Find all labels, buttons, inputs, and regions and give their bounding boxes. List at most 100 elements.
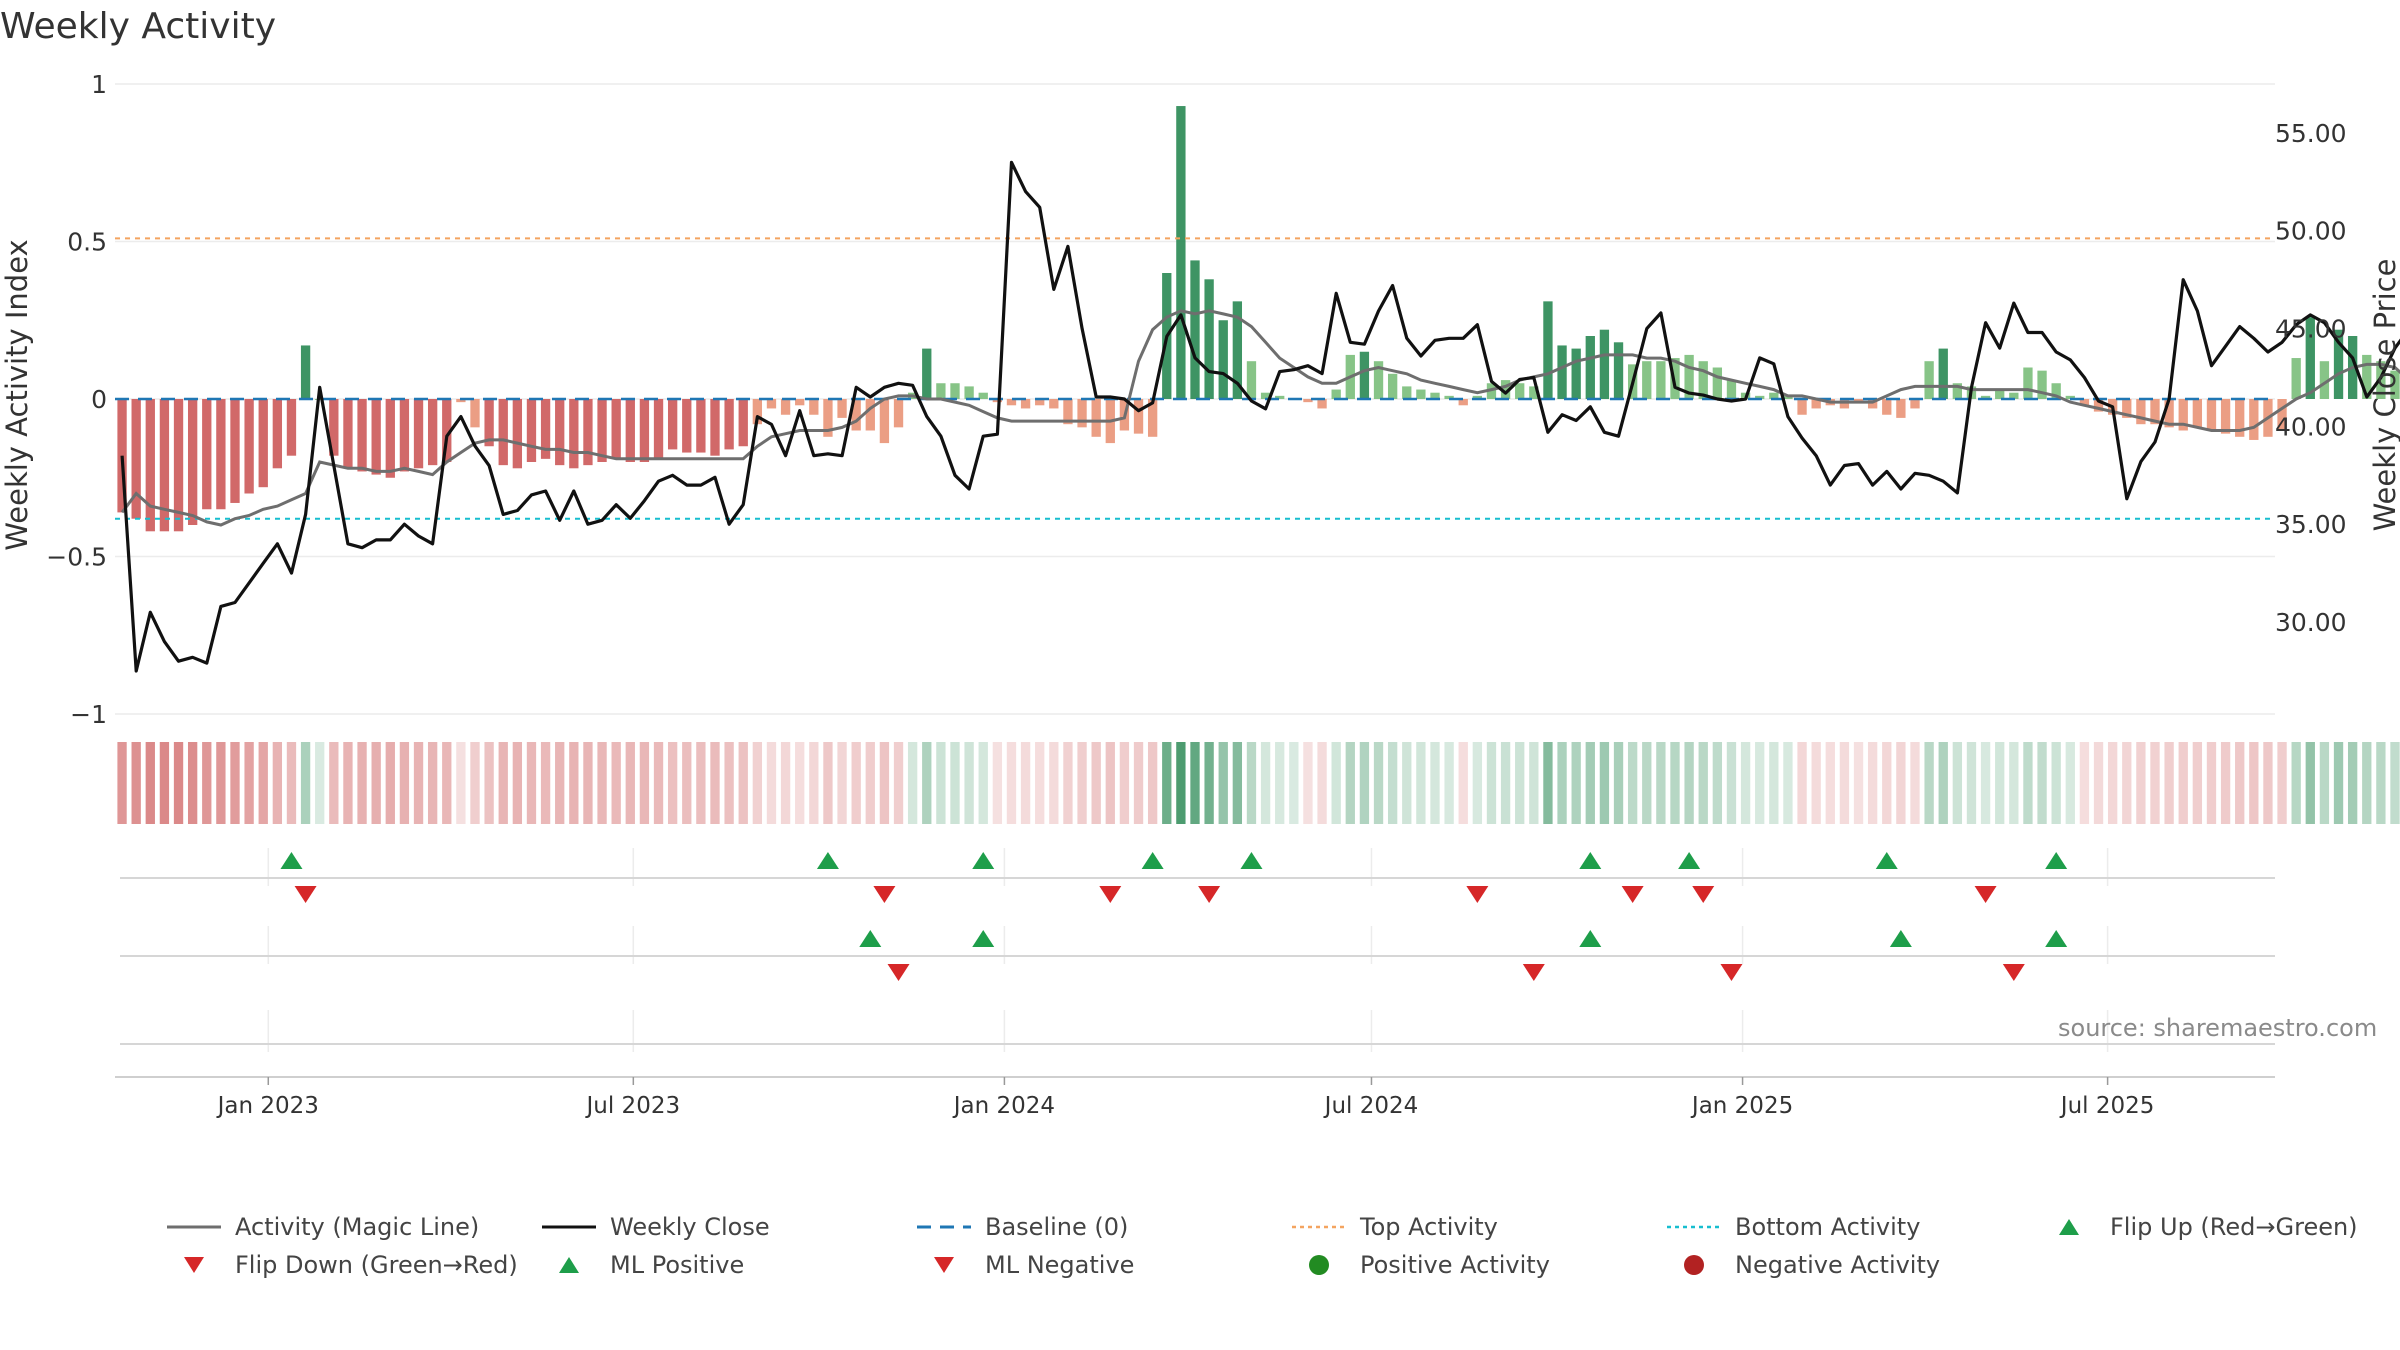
flip-up-marker [816, 852, 839, 869]
legend-label: Baseline (0) [985, 1213, 1129, 1241]
heat-cell [300, 742, 311, 824]
legend-row: Flip Down (Green→Red) ML Positive ML Negat… [165, 1246, 2385, 1284]
heat-cell [1599, 742, 1610, 824]
magic-line [120, 309, 2400, 527]
heat-cell [992, 742, 1003, 824]
activity-bar [2150, 399, 2160, 425]
activity-bar [682, 399, 692, 453]
heat-cell [1486, 742, 1497, 824]
activity-bar [1091, 399, 1101, 437]
flip-down-marker [294, 886, 317, 903]
activity-bar [1712, 367, 1723, 399]
activity-bar [2277, 399, 2287, 431]
heat-cell [555, 742, 565, 824]
activity-bar [2206, 399, 2217, 431]
weekly-close-series [120, 160, 2400, 673]
activity-bar [964, 386, 974, 399]
activity-bar [2235, 399, 2245, 437]
heat-cell [682, 742, 692, 824]
signal-markers [280, 852, 2068, 981]
activity-bar [512, 399, 523, 469]
legend-item: Flip Down (Green→Red) [165, 1251, 540, 1279]
heat-cell [343, 742, 353, 824]
heat-cell [1515, 742, 1525, 824]
activity-bar [399, 399, 410, 472]
heat-cell [1359, 742, 1370, 824]
heat-cell [1783, 742, 1793, 824]
activity-bar [1557, 345, 1567, 399]
activity-bar [1515, 383, 1525, 399]
activity-bar [1133, 399, 1144, 434]
activity-bar [1359, 351, 1370, 399]
heat-cell [2319, 742, 2330, 824]
activity-bar [2122, 399, 2132, 418]
activity-bar [992, 399, 1003, 403]
activity-bar [1867, 399, 1878, 409]
flip-down-marker [1198, 886, 1221, 903]
heat-cell [202, 742, 212, 824]
heat-cell [696, 742, 706, 824]
heat-cell [1571, 742, 1581, 824]
activity-bar [2305, 317, 2315, 399]
activity-heat-strip [117, 742, 2400, 824]
heat-cell [1472, 742, 1483, 824]
flip-down-marker [873, 886, 896, 903]
legend-label: Activity (Magic Line) [235, 1213, 480, 1241]
activity-bar [766, 399, 777, 409]
activity-bar [117, 399, 127, 513]
activity-bar [1246, 361, 1257, 399]
legend-label: Flip Down (Green→Red) [235, 1251, 518, 1279]
heat-cell [1656, 742, 1666, 824]
activity-bar [2093, 399, 2104, 412]
heat-cell [752, 742, 763, 824]
heat-cell [1204, 742, 1214, 824]
activity-bar [1035, 399, 1045, 406]
heat-cell [1896, 742, 1906, 824]
activity-bar [1995, 389, 2005, 399]
activity-bar [1755, 395, 1765, 399]
activity-bar [2362, 354, 2372, 399]
heat-cell [1910, 742, 1920, 824]
activity-bar [1204, 279, 1214, 399]
activity-bar [2249, 399, 2259, 440]
heat-cell [1740, 742, 1751, 824]
activity-bar [1839, 399, 1850, 409]
legend-item: ML Positive [540, 1251, 915, 1279]
activity-bar [413, 399, 424, 469]
heat-cell [1190, 742, 1200, 824]
heat-cell [795, 742, 805, 824]
axes: Jan 2023 Jul 2023 Jan 2024 Jul 2024 Jan 2025… [0, 70, 2400, 1119]
heat-cell [1317, 742, 1327, 824]
heat-cell [456, 742, 466, 824]
chart-title: Weekly Activity [0, 6, 277, 47]
activity-bar [1529, 386, 1539, 399]
heat-cell [187, 742, 198, 824]
heat-cell [1613, 742, 1624, 824]
heat-cell [2235, 742, 2245, 824]
activity-bar [173, 399, 184, 532]
heat-cell [1373, 742, 1384, 824]
legend-item: Positive Activity [1290, 1251, 1665, 1279]
activity-bar [823, 399, 833, 437]
heat-cell [809, 742, 819, 824]
activity-bar [385, 399, 395, 478]
legend-item: Weekly Close [540, 1213, 915, 1241]
heat-cell [357, 742, 367, 824]
activity-bar [2178, 399, 2188, 431]
activity-bar [625, 399, 635, 462]
heat-cell [399, 742, 410, 824]
heat-cell [1825, 742, 1835, 824]
activity-bar [2065, 395, 2075, 399]
heat-cell [145, 742, 155, 824]
activity-bar [470, 399, 480, 428]
activity-bar [2333, 329, 2344, 399]
activity-bar [639, 399, 650, 462]
legend-item: Activity (Magic Line) [165, 1213, 540, 1241]
flip-up-marker [1875, 852, 1898, 869]
heat-cell [1402, 742, 1412, 824]
ml-negative-marker [2002, 964, 2025, 981]
y2-tick-label: 55.00 [2275, 119, 2347, 148]
heat-cell [2249, 742, 2259, 824]
heat-cell [173, 742, 184, 824]
activity-bar [950, 383, 960, 399]
